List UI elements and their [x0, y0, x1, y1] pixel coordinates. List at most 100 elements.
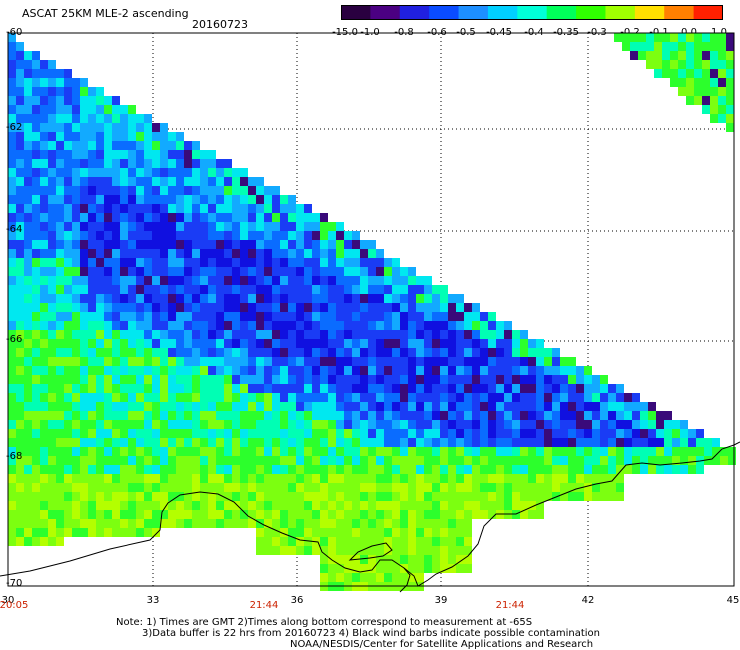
swath-cell — [88, 267, 96, 276]
swath-cell — [32, 69, 40, 78]
swath-cell — [352, 411, 360, 420]
swath-cell — [88, 222, 96, 231]
swath-cell — [248, 195, 256, 204]
swath-cell — [208, 510, 216, 519]
swath-cell — [48, 159, 56, 168]
swath-cell — [48, 60, 56, 69]
swath-cell — [176, 429, 184, 438]
swath-cell — [672, 447, 680, 456]
swath-cell — [88, 195, 96, 204]
swath-cell — [256, 384, 264, 393]
swath-cell — [320, 330, 328, 339]
swath-cell — [646, 60, 654, 69]
swath-cell — [152, 330, 160, 339]
swath-cell — [248, 258, 256, 267]
swath-cell — [400, 312, 408, 321]
swath-cell — [416, 357, 424, 366]
swath-cell — [16, 456, 24, 465]
swath-cell — [480, 447, 488, 456]
swath-cell — [352, 303, 360, 312]
swath-cell — [32, 501, 40, 510]
swath-cell — [432, 384, 440, 393]
swath-cell — [328, 393, 336, 402]
swath-cell — [472, 330, 480, 339]
swath-cell — [264, 294, 272, 303]
swath-cell — [448, 456, 456, 465]
swath-cell — [152, 231, 160, 240]
swath-cell — [304, 321, 312, 330]
swath-cell — [384, 546, 392, 555]
swath-cell — [448, 366, 456, 375]
swath-cell — [128, 177, 136, 186]
swath-cell — [176, 240, 184, 249]
swath-cell — [528, 438, 536, 447]
swath-cell — [128, 528, 136, 537]
swath-cell — [128, 411, 136, 420]
swath-cell — [368, 384, 376, 393]
swath-cell — [528, 411, 536, 420]
swath-cell — [248, 213, 256, 222]
swath-cell — [424, 375, 432, 384]
swath-cell — [120, 384, 128, 393]
swath-cell — [184, 402, 192, 411]
swath-cell — [424, 528, 432, 537]
swath-cell — [392, 384, 400, 393]
swath-cell — [224, 510, 232, 519]
swath-cell — [352, 546, 360, 555]
swath-cell — [128, 474, 136, 483]
swath-cell — [248, 456, 256, 465]
swath-cell — [64, 240, 72, 249]
swath-cell — [520, 465, 528, 474]
swath-cell — [672, 420, 680, 429]
swath-cell — [120, 159, 128, 168]
swath-cell — [352, 573, 360, 582]
footnote-line-2: 3)Data buffer is 22 hrs from 20160723 4)… — [142, 628, 600, 639]
swath-cell — [88, 420, 96, 429]
swath-cell — [88, 456, 96, 465]
swath-cell — [32, 78, 40, 87]
swath-cell — [552, 366, 560, 375]
swath-cell — [440, 456, 448, 465]
swath-cell — [120, 330, 128, 339]
swath-cell — [88, 249, 96, 258]
swath-cell — [48, 132, 56, 141]
swath-cell — [528, 357, 536, 366]
colorbar-segment — [517, 5, 548, 20]
swath-cell — [352, 465, 360, 474]
swath-cell — [56, 321, 64, 330]
swath-cell — [88, 240, 96, 249]
swath-cell — [136, 456, 144, 465]
swath-cell — [200, 294, 208, 303]
swath-cell — [192, 510, 200, 519]
colorbar — [341, 5, 723, 20]
swath-cell — [24, 402, 32, 411]
swath-cell — [710, 78, 718, 87]
swath-cell — [16, 438, 24, 447]
swath-cell — [448, 447, 456, 456]
swath-cell — [32, 375, 40, 384]
swath-cell — [264, 510, 272, 519]
swath-cell — [272, 222, 280, 231]
swath-cell — [344, 240, 352, 249]
swath-cell — [24, 240, 32, 249]
swath-cell — [208, 456, 216, 465]
swath-cell — [280, 294, 288, 303]
swath-cell — [256, 204, 264, 213]
swath-cell — [488, 411, 496, 420]
swath-cell — [128, 150, 136, 159]
swath-cell — [328, 231, 336, 240]
swath-cell — [128, 222, 136, 231]
swath-cell — [96, 276, 104, 285]
swath-cell — [176, 384, 184, 393]
swath-cell — [128, 510, 136, 519]
swath-cell — [64, 402, 72, 411]
swath-cell — [96, 168, 104, 177]
swath-cell — [312, 294, 320, 303]
swath-cell — [160, 402, 168, 411]
swath-cell — [392, 411, 400, 420]
swath-cell — [152, 375, 160, 384]
swath-cell — [104, 231, 112, 240]
swath-cell — [624, 429, 632, 438]
swath-cell — [392, 294, 400, 303]
swath-cell — [408, 447, 416, 456]
